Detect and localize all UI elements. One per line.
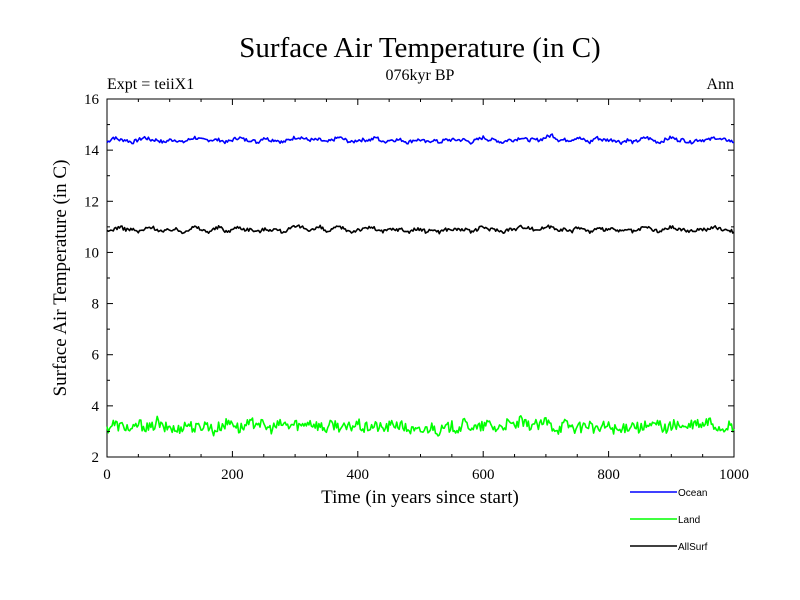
x-tick-label: 1000	[719, 467, 749, 483]
x-axis: 0 200 400 600 800 1000	[103, 99, 749, 483]
x-tick-label: 800	[597, 467, 620, 483]
y-tick-label: 8	[92, 297, 100, 313]
chart-subtitle: 076kyr BP	[386, 67, 455, 84]
x-tick-label: 400	[347, 467, 370, 483]
series-line-ocean	[106, 133, 734, 145]
x-tick-label: 0	[103, 467, 111, 483]
series-line-land	[106, 415, 735, 437]
x-axis-label: Time (in years since start)	[321, 487, 519, 508]
y-tick-label: 10	[84, 245, 99, 261]
y-axis-label: Surface Air Temperature (in C)	[50, 160, 71, 397]
y-tick-label: 2	[92, 450, 100, 466]
y-tick-label: 14	[84, 143, 100, 159]
y-tick-label: 6	[92, 348, 100, 364]
x-tick-label: 600	[472, 467, 495, 483]
series-layer	[106, 133, 735, 437]
legend-label-land: Land	[678, 515, 700, 526]
plot-frame	[106, 98, 735, 458]
y-tick-label: 16	[84, 92, 100, 108]
legend-label-ocean: Ocean	[678, 488, 707, 499]
experiment-label: Expt = teiiX1	[107, 76, 194, 93]
y-axis: 2 4 6 8 10 12 14 16	[84, 92, 734, 466]
legend-label-allsurf: AllSurf	[678, 542, 708, 553]
y-tick-label: 12	[84, 194, 99, 210]
season-label: Ann	[706, 76, 734, 93]
y-tick-label: 4	[92, 399, 100, 415]
x-tick-label: 200	[221, 467, 244, 483]
chart-title: Surface Air Temperature (in C)	[239, 32, 600, 64]
legend: Ocean Land AllSurf	[630, 488, 708, 553]
series-line-allsurf	[106, 224, 735, 235]
